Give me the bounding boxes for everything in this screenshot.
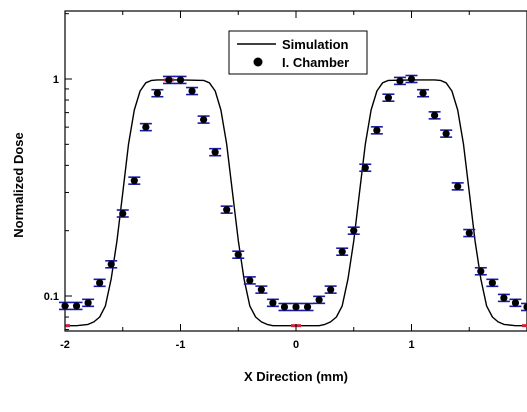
chamber-marker: [477, 267, 485, 275]
chamber-marker: [130, 177, 138, 185]
x-tick-label: 0: [293, 339, 299, 351]
chamber-data-point: [521, 302, 527, 312]
chamber-marker: [350, 227, 358, 235]
chamber-data-point: [174, 75, 187, 85]
chamber-data-point: [347, 226, 360, 235]
chamber-marker: [373, 126, 381, 134]
legend-box: [228, 30, 368, 75]
chamber-marker: [315, 296, 323, 304]
legend-simulation-label: Simulation: [282, 37, 349, 52]
chamber-data-point: [313, 295, 326, 305]
legend-chamber-label: I. Chamber: [282, 55, 349, 70]
legend-chamber-marker-icon: [253, 57, 263, 67]
chamber-data-point: [440, 129, 453, 138]
chamber-marker: [511, 299, 520, 307]
chamber-marker: [96, 279, 104, 287]
chamber-data-point: [290, 302, 302, 312]
x-tick-label: -2: [60, 339, 70, 351]
chamber-points-layer: [59, 74, 527, 312]
y-tick-label: 0.1: [44, 291, 59, 303]
y-axis-title: Normalized Dose: [11, 132, 26, 237]
chamber-marker: [396, 77, 404, 85]
chamber-marker: [211, 148, 219, 156]
chamber-marker: [246, 276, 254, 285]
chamber-data-point: [186, 86, 199, 96]
chamber-data-point: [451, 182, 464, 191]
chamber-data-point: [497, 293, 510, 303]
chamber-data-point: [301, 302, 314, 312]
chamber-marker: [442, 130, 450, 138]
chamber-marker: [303, 303, 312, 311]
chamber-marker: [465, 229, 473, 237]
chamber-data-point: [382, 93, 395, 103]
chamber-data-point: [93, 278, 106, 288]
chamber-marker: [280, 303, 289, 311]
chamber-data-point: [197, 115, 210, 124]
chamber-data-point: [243, 276, 256, 285]
chamber-data-point: [405, 74, 418, 84]
chamber-data-point: [151, 88, 164, 98]
legend: Simulation I. Chamber: [228, 30, 368, 75]
chamber-marker: [107, 260, 115, 268]
x-axis-title: X Direction (mm): [244, 369, 348, 384]
chamber-marker: [165, 76, 173, 84]
chamber-data-point: [162, 75, 175, 85]
chamber-data-point: [116, 209, 129, 218]
chamber-marker: [361, 164, 369, 172]
chamber-marker: [257, 286, 265, 294]
chamber-data-point: [278, 302, 291, 312]
y-tick-label: 1: [53, 74, 59, 86]
chamber-marker: [223, 206, 231, 214]
chamber-data-point: [486, 278, 499, 288]
x-tick-label: -1: [176, 339, 186, 351]
chamber-marker: [292, 303, 300, 311]
chamber-data-point: [336, 247, 349, 257]
axis-ticks-layer: -2 -1 0 1 0.1 1: [44, 11, 470, 351]
chamber-data-point: [70, 301, 83, 311]
chamber-data-point: [370, 126, 383, 135]
chamber-marker: [454, 182, 462, 190]
chamber-data-point: [105, 259, 118, 269]
chamber-marker: [500, 294, 508, 302]
chamber-marker: [488, 279, 496, 287]
chamber-data-point: [220, 205, 233, 214]
chamber-data-point: [128, 176, 141, 185]
chamber-data-point: [324, 285, 337, 294]
chamber-data-point: [359, 163, 372, 173]
chamber-marker: [176, 76, 185, 84]
chamber-data-point: [82, 298, 95, 308]
chamber-marker: [142, 123, 150, 131]
chamber-marker: [327, 286, 335, 294]
chamber-marker: [431, 111, 439, 119]
chamber-data-point: [509, 298, 522, 308]
chamber-marker: [407, 75, 416, 83]
chamber-marker: [419, 89, 427, 97]
chamber-marker: [153, 89, 161, 97]
chamber-data-point: [232, 250, 245, 259]
chamber-data-point: [266, 298, 279, 308]
chamber-marker: [188, 87, 196, 95]
chamber-data-point: [209, 147, 222, 157]
chamber-data-point: [255, 285, 268, 294]
chamber-marker: [384, 94, 392, 102]
chamber-marker: [269, 299, 277, 307]
chamber-data-point: [463, 228, 476, 238]
chamber-marker: [523, 303, 527, 311]
chamber-data-point: [139, 122, 152, 132]
chamber-data-point: [474, 266, 487, 276]
chamber-data-point: [428, 111, 441, 120]
chamber-marker: [200, 115, 208, 124]
chamber-marker: [84, 299, 92, 307]
chamber-marker: [119, 209, 127, 218]
chamber-marker: [338, 248, 346, 256]
x-tick-label: 1: [408, 339, 414, 351]
chamber-marker: [72, 302, 81, 310]
chamber-data-point: [393, 76, 406, 86]
chamber-data-point: [417, 88, 430, 98]
chamber-marker: [234, 251, 242, 259]
